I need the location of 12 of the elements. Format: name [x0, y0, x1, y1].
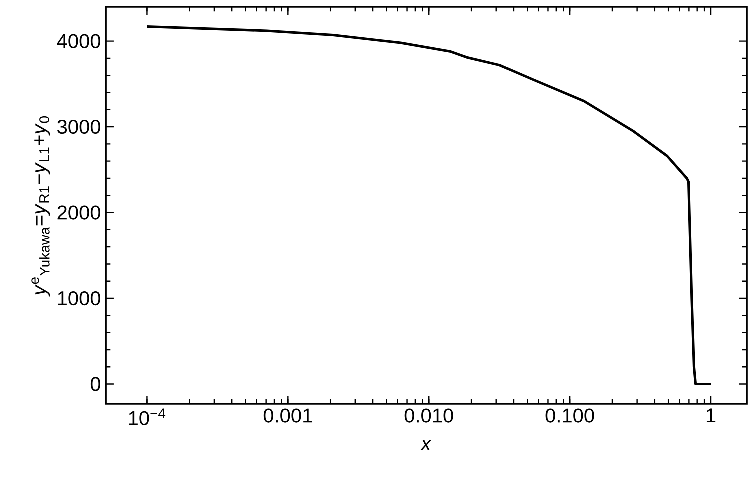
- x-tick-label: 0.010: [404, 408, 454, 423]
- x-axis-title: x: [420, 440, 432, 451]
- x-tick-label: 0.100: [546, 408, 594, 423]
- y-tick-label: 3000: [58, 120, 100, 134]
- y-tick-label: 4000: [57, 34, 100, 48]
- text: y$^{e}$$_{Yukawa}$=y$_{R1}$−y$_{L1}$+y$_{0}$: [32, 116, 50, 297]
- x-tick-label: 1: [706, 408, 716, 422]
- y-tick-label: 2000: [58, 206, 100, 220]
- x-tick-label: 0.001: [264, 408, 312, 423]
- y-tick-label: 0: [90, 377, 100, 392]
- y-tick-label: 1000: [58, 291, 100, 306]
- x-tick-label: 10$^{−4}$: [129, 408, 166, 426]
